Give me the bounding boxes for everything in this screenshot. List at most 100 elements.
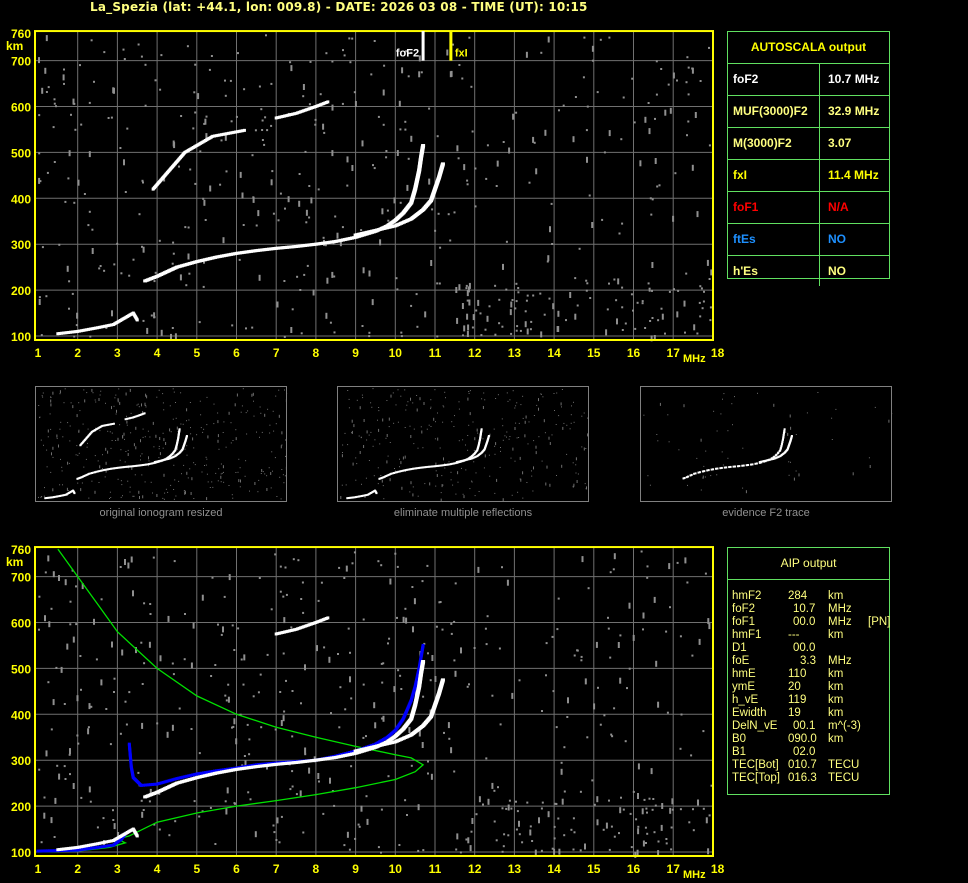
x-tick-label: 7: [273, 346, 280, 360]
noise-echo: [644, 826, 647, 829]
y-tick-label: 300: [11, 754, 31, 768]
thumbnail-noise: [163, 473, 165, 477]
thumbnail-noise: [472, 421, 474, 423]
noise-echo: [382, 662, 385, 665]
thumbnail-noise: [392, 392, 394, 394]
thumbnail-noise: [471, 481, 473, 483]
noise-echo: [498, 298, 501, 301]
thumbnail-noise: [428, 424, 430, 426]
thumbnail-trace-point: [123, 466, 126, 469]
noise-echo: [447, 722, 450, 729]
thumbnail-noise: [516, 437, 518, 439]
noise-echo: [54, 797, 57, 804]
echo-E-point: [94, 842, 98, 846]
thumbnail-trace-point: [359, 495, 362, 498]
noise-echo: [585, 279, 588, 282]
thumbnail-noise: [188, 419, 190, 421]
noise-echo: [316, 645, 318, 652]
noise-echo: [404, 120, 407, 123]
noise-echo: [589, 297, 592, 299]
noise-echo: [686, 581, 689, 584]
thumbnail-noise: [441, 484, 443, 488]
thumbnail-noise: [368, 434, 370, 436]
y-tick-label: 500: [11, 662, 31, 676]
noise-echo: [684, 557, 687, 564]
thumbnail-noise: [377, 467, 379, 469]
noise-echo: [685, 81, 688, 84]
thumbnail-trace-point: [153, 461, 156, 464]
thumbnail-trace-point: [384, 475, 387, 478]
x-tick-label: 10: [389, 862, 403, 876]
thumbnail-caption: eliminate multiple reflections: [393, 507, 533, 519]
echo-multiple-point: [296, 627, 300, 631]
thumbnail-noise: [577, 473, 579, 475]
thumbnail-noise: [399, 466, 400, 468]
thumbnail-noise: [687, 484, 688, 486]
thumbnail-noise: [467, 397, 469, 401]
fitted-trace-point: [342, 752, 346, 756]
thumbnail-noise: [202, 431, 204, 433]
thumbnail-noise: [435, 470, 437, 472]
echo-E-point: [61, 331, 65, 335]
noise-echo: [475, 309, 478, 312]
noise-echo: [379, 239, 382, 246]
noise-echo: [595, 641, 598, 648]
echo-E-point: [99, 841, 103, 845]
thumbnail-noise: [361, 483, 362, 485]
echo-multiple-point: [214, 134, 218, 138]
aip-unit: [828, 642, 868, 655]
noise-echo: [473, 647, 476, 649]
thumbnail-noise: [520, 478, 522, 482]
noise-echo: [429, 679, 432, 682]
aip-output-table: AIP output hmF2 284 km foF2 10.7 MHz foF1 00.0 M…: [727, 547, 890, 795]
thumbnail-noise: [165, 442, 167, 445]
noise-echo: [702, 300, 705, 303]
thumbnail-caption: evidence F2 trace: [722, 507, 810, 519]
thumbnail-noise: [382, 485, 384, 487]
thumbnail-trace-point: [133, 465, 136, 468]
noise-echo: [467, 286, 470, 293]
noise-echo: [389, 578, 392, 585]
noise-echo: [141, 811, 144, 818]
noise-echo: [349, 676, 351, 683]
thumbnail-trace-point: [349, 496, 352, 499]
thumbnail-noise: [261, 431, 263, 433]
thumbnail-noise: [223, 421, 225, 423]
thumbnail-noise: [267, 408, 269, 410]
echo-multiple-point: [287, 113, 291, 117]
noise-echo: [584, 843, 586, 850]
noise-echo: [624, 740, 627, 743]
noise-echo: [436, 335, 439, 338]
noise-echo: [422, 695, 425, 698]
noise-echo: [90, 705, 93, 708]
y-tick-label: 600: [11, 617, 31, 631]
thumbnail-noise: [553, 393, 555, 394]
thumbnail-noise: [177, 430, 179, 432]
noise-echo: [241, 764, 244, 767]
thumbnail-trace-point: [99, 426, 102, 429]
noise-echo: [203, 199, 206, 206]
echo-multiple-point: [221, 132, 225, 136]
noise-echo: [38, 296, 41, 299]
noise-echo: [586, 105, 589, 108]
noise-echo: [230, 120, 233, 123]
thumbnail-noise: [259, 436, 260, 438]
thumbnail-trace-point: [53, 496, 56, 499]
noise-echo: [146, 327, 149, 334]
thumbnail-trace-point: [352, 496, 355, 499]
noise-echo: [381, 681, 384, 684]
thumbnail-noise: [142, 428, 144, 430]
noise-echo: [193, 91, 196, 94]
noise-echo: [556, 628, 559, 631]
thumbnail-noise: [569, 428, 571, 430]
noise-echo: [560, 768, 563, 775]
noise-echo: [428, 178, 431, 185]
thumbnail-noise: [109, 431, 111, 433]
noise-echo: [43, 796, 46, 799]
noise-echo: [203, 122, 206, 125]
thumbnail-trace-point: [128, 417, 131, 420]
thumbnail-noise: [120, 449, 122, 451]
thumbnail-noise: [176, 447, 178, 450]
noise-echo: [198, 752, 201, 755]
noise-echo: [192, 622, 195, 629]
